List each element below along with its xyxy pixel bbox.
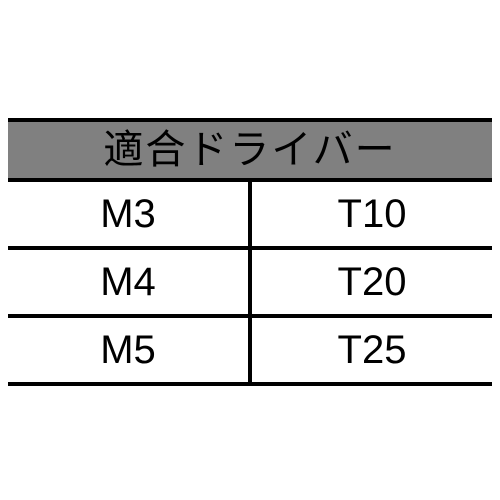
- table-row: M3 T10: [8, 182, 492, 248]
- table-body: M3 T10 M4 T20 M5 T25: [8, 182, 492, 386]
- cell-driver-size: T25: [250, 316, 492, 384]
- cell-screw-size: M3: [8, 182, 250, 248]
- cell-driver-size: T10: [250, 182, 492, 248]
- table-row: M4 T20: [8, 248, 492, 316]
- compat-driver-table: 適合ドライバー M3 T10 M4 T20 M5 T25: [8, 118, 492, 386]
- cell-driver-size: T20: [250, 248, 492, 316]
- cell-screw-size: M5: [8, 316, 250, 384]
- cell-screw-size: M4: [8, 248, 250, 316]
- table-header: 適合ドライバー: [8, 118, 492, 182]
- table-row: M5 T25: [8, 316, 492, 384]
